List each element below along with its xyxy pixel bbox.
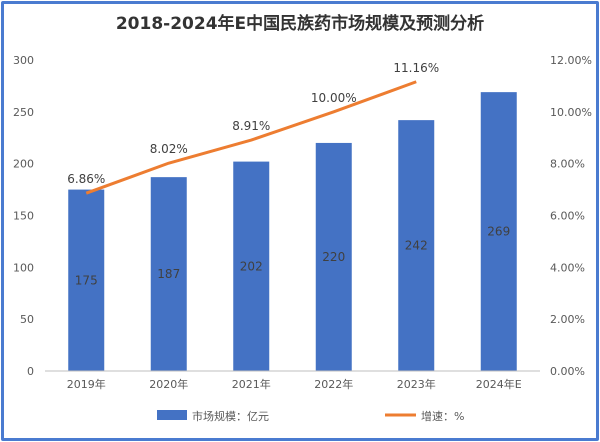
bar-data-label: 220 [322, 250, 345, 264]
bar [480, 92, 517, 372]
bar-data-label: 187 [157, 267, 180, 281]
right-tick-label: 10.00% [550, 106, 592, 119]
line-data-label: 8.02% [150, 142, 188, 156]
bar [68, 189, 105, 371]
bar [398, 120, 435, 371]
left-tick-label: 250 [13, 106, 34, 119]
x-tick-label: 2023年 [397, 377, 436, 391]
left-tick-label: 200 [13, 158, 34, 171]
bar [233, 161, 270, 371]
legend-line-label: 增速：% [421, 409, 464, 423]
chart-title: 2018-2024年E中国民族药市场规模及预测分析 [116, 13, 484, 34]
left-tick-label: 100 [13, 261, 34, 274]
bar-data-label: 175 [75, 273, 98, 287]
right-tick-label: 0.00% [550, 365, 585, 378]
right-tick-label: 6.00% [550, 210, 585, 223]
bar-data-label: 202 [240, 259, 263, 273]
right-tick-label: 4.00% [550, 261, 585, 274]
left-tick-label: 0 [27, 365, 34, 378]
bar-data-label: 242 [405, 239, 428, 253]
left-tick-label: 300 [13, 54, 34, 67]
line-data-label: 11.16% [393, 61, 439, 75]
line-data-label: 8.91% [232, 119, 270, 133]
x-tick-label: 2024年E [476, 377, 522, 391]
bar [150, 177, 187, 371]
x-tick-label: 2020年 [149, 377, 188, 391]
growth-line [85, 80, 417, 195]
line-data-label: 6.86% [67, 172, 105, 186]
x-tick-label: 2022年 [314, 377, 353, 391]
x-tick-label: 2019年 [67, 377, 106, 391]
legend-bar-label: 市场规模：亿元 [192, 409, 269, 423]
left-tick-label: 50 [20, 313, 34, 326]
bar [315, 142, 352, 371]
bar-data-label: 269 [487, 225, 510, 239]
right-tick-label: 12.00% [550, 54, 592, 67]
right-tick-label: 8.00% [550, 158, 585, 171]
right-tick-label: 2.00% [550, 313, 585, 326]
left-tick-label: 150 [13, 210, 34, 223]
line-data-label: 10.00% [311, 91, 357, 105]
legend-bar-swatch [157, 410, 187, 420]
x-tick-label: 2021年 [232, 377, 271, 391]
